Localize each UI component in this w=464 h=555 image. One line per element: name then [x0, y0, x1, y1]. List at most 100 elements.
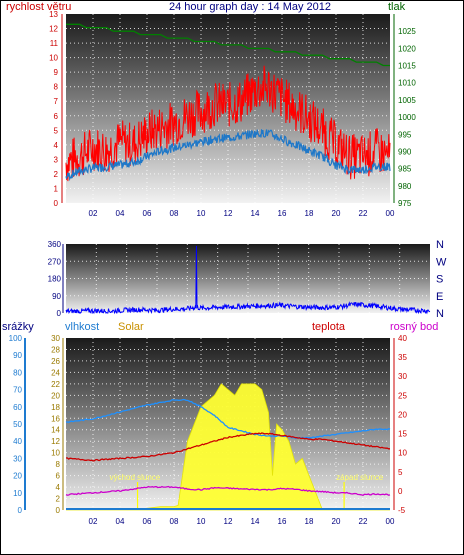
rain-axis-tick: 10 — [13, 489, 22, 498]
temperature-axis-tick: 0 — [398, 487, 403, 496]
compass-label: E — [436, 291, 443, 303]
compass-label: N — [436, 308, 444, 320]
wind-axis-tick: 1 — [54, 184, 59, 193]
wind-axis-tick: 11 — [50, 39, 59, 48]
pressure-axis-tick: 995 — [398, 130, 412, 139]
compass-label: W — [436, 256, 447, 268]
rain-axis-tick: 80 — [13, 368, 22, 377]
solar-axis-tick: 10 — [51, 449, 60, 458]
weather-x-tick: 08 — [170, 517, 179, 526]
rain-axis-tick: 70 — [13, 386, 22, 395]
wind-x-tick: 14 — [251, 209, 260, 218]
solar-axis-tick: 28 — [51, 345, 60, 354]
solar-axis-tick: 14 — [51, 426, 60, 435]
temperature-axis-tick: 15 — [398, 430, 407, 439]
temperature-label: teplota — [312, 321, 346, 333]
wind-x-tick: 18 — [305, 209, 314, 218]
solar-axis-tick: 12 — [51, 437, 60, 446]
wind-axis-tick: 7 — [54, 97, 59, 106]
temperature-axis-tick: -5 — [398, 506, 406, 515]
solar-axis-tick: 20 — [51, 391, 60, 400]
weather-x-tick: 20 — [332, 517, 341, 526]
wind-x-tick: 08 — [170, 209, 179, 218]
rain-axis-tick: 90 — [13, 351, 22, 360]
wind-axis-tick: 0 — [54, 199, 59, 208]
solar-label: Solar — [118, 321, 144, 333]
chart-title: 24 hour graph day : 14 May 2012 — [169, 1, 331, 13]
wind-x-tick: 06 — [143, 209, 152, 218]
wind-x-tick: 02 — [89, 209, 98, 218]
weather-x-tick: 16 — [278, 517, 287, 526]
wind-axis-tick: 8 — [54, 83, 59, 92]
rain-axis-tick: 30 — [13, 454, 22, 463]
pressure-label: tlak — [388, 1, 406, 13]
pressure-axis-tick: 985 — [398, 165, 412, 174]
solar-axis-tick: 4 — [56, 483, 61, 492]
compass-label: N — [436, 239, 444, 251]
weather-x-tick: 06 — [143, 517, 152, 526]
humidity-label: vlhkost — [65, 321, 99, 333]
pressure-axis-tick: 1010 — [398, 79, 416, 88]
wind-axis-tick: 9 — [54, 68, 59, 77]
sunset-label: západ slunce — [336, 473, 384, 482]
solar-axis-tick: 6 — [56, 472, 61, 481]
humidity-line — [65, 398, 391, 439]
direction-axis-tick: 90 — [52, 292, 61, 301]
wind-axis-tick: 5 — [54, 126, 59, 135]
wind-speed-label: rychlost větru — [6, 1, 71, 13]
weather-x-tick: 00 — [386, 517, 395, 526]
wind-axis-tick: 12 — [49, 25, 58, 34]
temperature-line — [65, 432, 390, 462]
wind-axis-tick: 10 — [49, 54, 58, 63]
temperature-axis-tick: 40 — [398, 334, 407, 343]
dew-point-label: rosný bod — [390, 321, 438, 333]
weather-x-tick: 04 — [116, 517, 125, 526]
wind-axis-tick: 2 — [54, 170, 59, 179]
pressure-axis-tick: 1015 — [398, 62, 416, 71]
weather-x-tick: 14 — [251, 517, 260, 526]
solar-axis-tick: 0 — [56, 506, 61, 515]
wind-x-tick: 16 — [278, 209, 287, 218]
solar-axis-tick: 16 — [51, 414, 60, 423]
dew-point-line — [65, 485, 391, 497]
solar-axis-tick: 30 — [51, 334, 60, 343]
wind-axis-tick: 3 — [54, 155, 59, 164]
wind-axis-tick: 6 — [54, 112, 59, 121]
rain-axis-tick: 60 — [13, 403, 22, 412]
pressure-axis-tick: 980 — [398, 182, 412, 191]
compass-label: S — [436, 274, 443, 286]
rain-axis-tick: 100 — [9, 334, 23, 343]
weather-x-tick: 18 — [305, 517, 314, 526]
rain-axis-tick: 40 — [13, 437, 22, 446]
rain-axis-tick: 50 — [13, 420, 22, 429]
temperature-axis-tick: 35 — [398, 353, 407, 362]
wind-average-line — [65, 129, 391, 182]
solar-axis-tick: 18 — [51, 403, 60, 412]
wind-x-tick: 12 — [224, 209, 233, 218]
wind-x-tick: 10 — [197, 209, 206, 218]
weather-x-tick: 12 — [224, 517, 233, 526]
pressure-axis-tick: 1000 — [398, 113, 416, 122]
pressure-axis-tick: 1020 — [398, 44, 416, 53]
pressure-axis-tick: 1005 — [398, 96, 416, 105]
solar-area — [66, 383, 390, 511]
pressure-axis-tick: 975 — [398, 199, 412, 208]
rain-axis-tick: 20 — [13, 472, 22, 481]
rain-axis-tick: 0 — [18, 506, 23, 515]
wind-axis-tick: 13 — [49, 10, 58, 19]
temperature-axis-tick: 20 — [398, 410, 407, 419]
pressure-line — [66, 23, 390, 67]
direction-axis-tick: 180 — [48, 275, 62, 284]
pressure-axis-tick: 1025 — [398, 27, 416, 36]
direction-axis-tick: 270 — [48, 257, 62, 266]
direction-panel-background — [66, 244, 430, 313]
solar-axis-tick: 24 — [51, 368, 60, 377]
weather-x-tick: 22 — [359, 517, 368, 526]
temperature-axis-tick: 30 — [398, 372, 407, 381]
temperature-axis-tick: 25 — [398, 391, 407, 400]
solar-axis-tick: 26 — [51, 357, 60, 366]
wind-axis-tick: 4 — [54, 141, 59, 150]
weather-x-tick: 10 — [197, 517, 206, 526]
direction-axis-tick: 360 — [48, 240, 62, 249]
temperature-axis-tick: 5 — [398, 468, 403, 477]
